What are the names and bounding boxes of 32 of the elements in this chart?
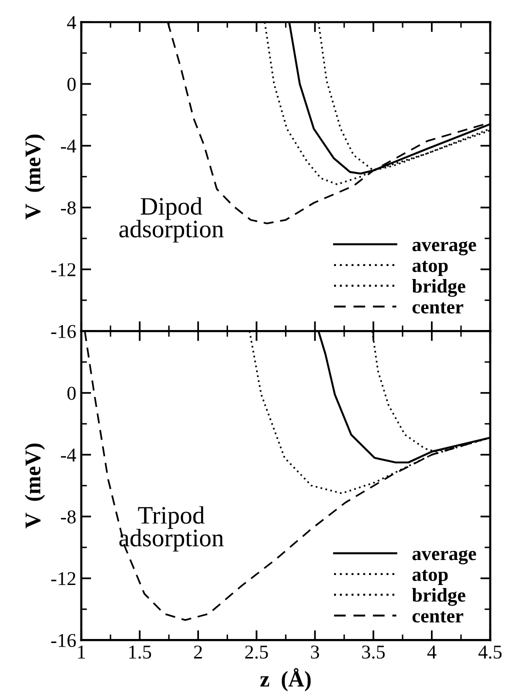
- y-tick-label: -8: [60, 201, 76, 214]
- annotation: Dipod adsorption: [119, 197, 224, 243]
- y-tick-label: -12: [51, 263, 76, 276]
- x-tick-label: 4.5: [478, 646, 502, 659]
- y-tick-label: 0: [67, 386, 76, 400]
- legend-label: bridge: [412, 588, 466, 606]
- y-tick-label: -4: [60, 140, 76, 152]
- y-axis-title: V (meV): [24, 134, 45, 220]
- x-tick-label: 1: [78, 646, 85, 658]
- legend-label: atop: [412, 570, 448, 585]
- x-tick-label: 2.5: [245, 646, 268, 659]
- legend-label: center: [412, 302, 464, 314]
- y-tick-label: -8: [60, 510, 76, 524]
- x-tick-label: 3.5: [362, 646, 385, 659]
- y-tick-label: -16: [51, 324, 76, 338]
- x-tick-label: 2: [194, 646, 202, 658]
- legend-label: average: [412, 550, 476, 564]
- x-tick-label: 3: [311, 646, 320, 659]
- y-tick-label: -12: [51, 572, 76, 586]
- x-axis-title: z (Å): [260, 668, 311, 692]
- legend-label: center: [412, 611, 464, 623]
- y-tick-label: -4: [60, 448, 76, 462]
- legend-label: atop: [412, 260, 448, 276]
- legend-label: bridge: [412, 279, 466, 297]
- annotation: Tripod adsorption: [119, 506, 224, 552]
- x-tick-label: 1.5: [129, 646, 152, 659]
- y-tick-label: -16: [51, 634, 76, 648]
- x-tick-label: 4: [427, 646, 436, 658]
- y-tick-label: 0: [67, 78, 76, 91]
- legend-label: average: [412, 241, 476, 256]
- y-axis-title: V (meV): [24, 444, 45, 528]
- y-tick-label: 4: [67, 16, 76, 29]
